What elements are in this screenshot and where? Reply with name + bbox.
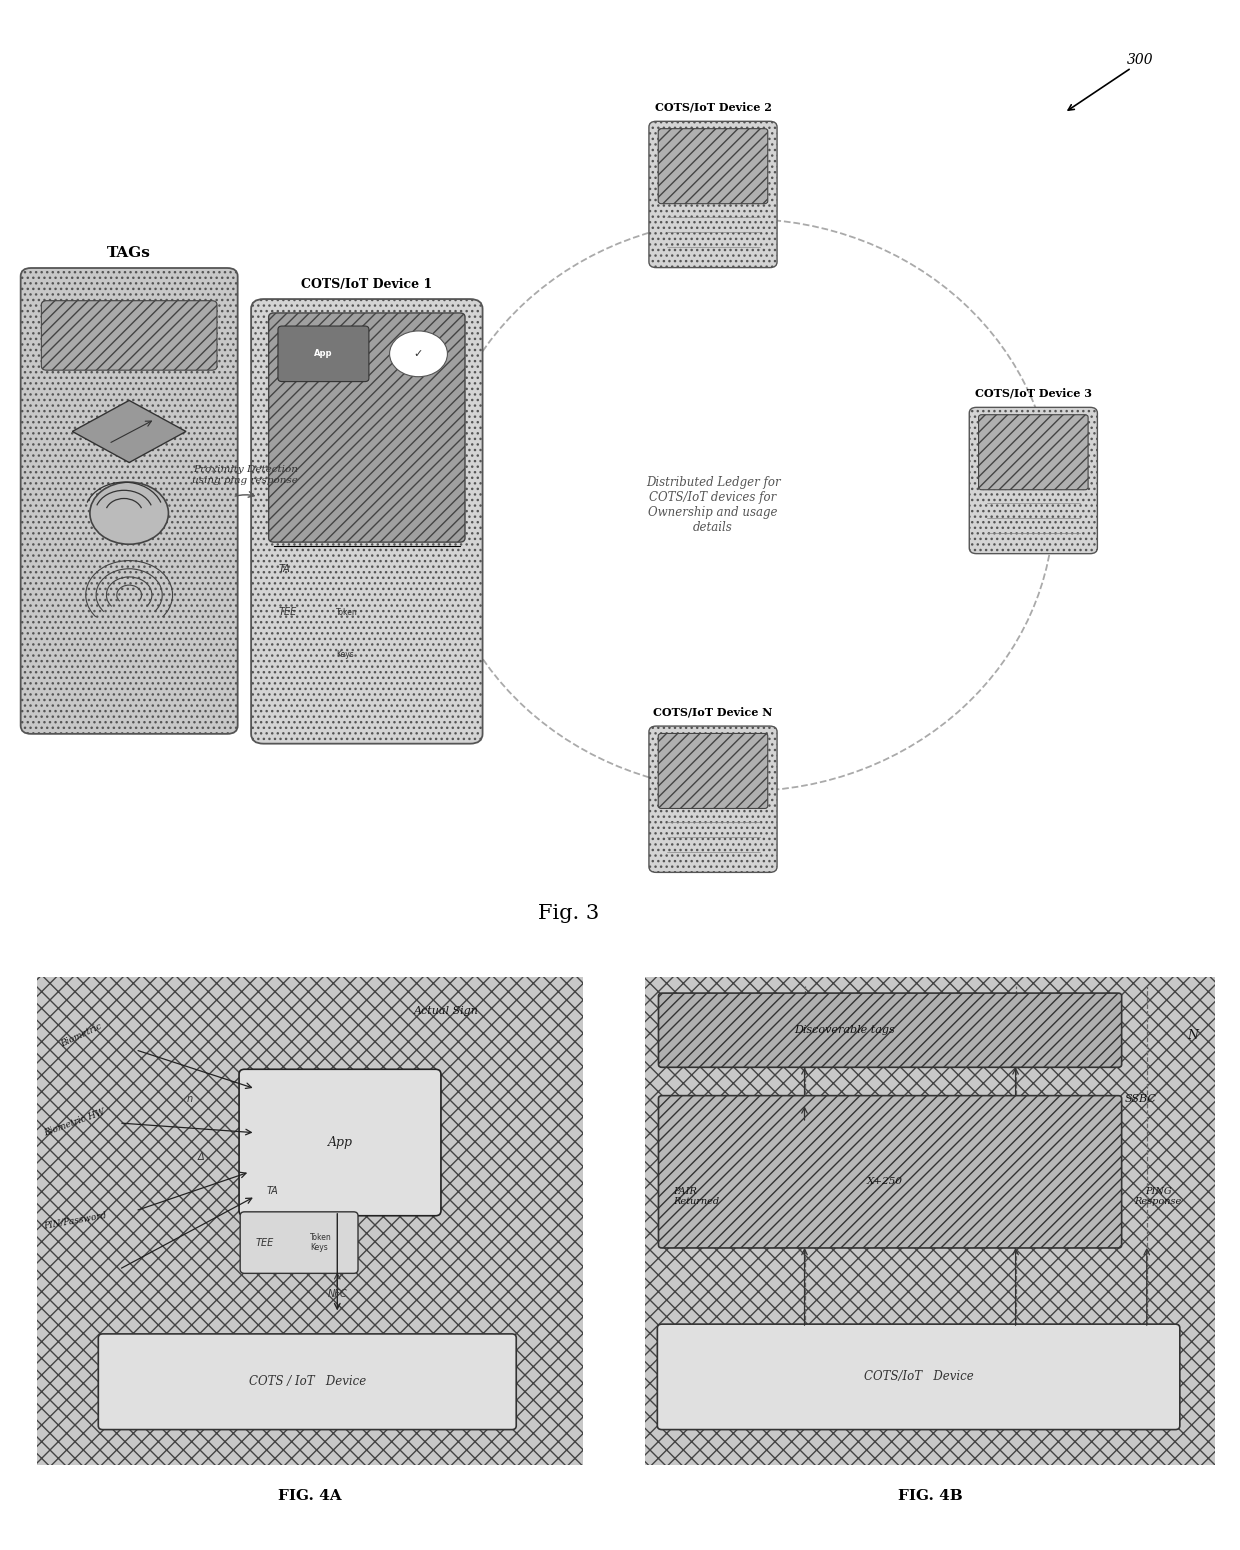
Text: N: N xyxy=(1187,1029,1198,1042)
Text: Distributed Ledger for
COTS/IoT devices for
Ownership and usage
details: Distributed Ledger for COTS/IoT devices … xyxy=(646,476,780,535)
FancyBboxPatch shape xyxy=(241,1212,358,1274)
FancyBboxPatch shape xyxy=(658,129,768,203)
FancyBboxPatch shape xyxy=(250,299,482,744)
FancyBboxPatch shape xyxy=(658,733,768,809)
Text: Token: Token xyxy=(336,608,357,617)
Text: App: App xyxy=(314,349,332,358)
FancyBboxPatch shape xyxy=(978,415,1089,490)
FancyBboxPatch shape xyxy=(278,326,370,381)
Text: TAGs: TAGs xyxy=(107,246,151,260)
Circle shape xyxy=(89,482,169,544)
Text: FIG. 4A: FIG. 4A xyxy=(278,1488,342,1504)
FancyBboxPatch shape xyxy=(98,1335,516,1429)
Text: Δ: Δ xyxy=(197,1152,205,1162)
Text: Biometric: Biometric xyxy=(60,1021,103,1048)
Polygon shape xyxy=(72,400,186,462)
FancyBboxPatch shape xyxy=(658,994,1122,1068)
FancyBboxPatch shape xyxy=(639,972,1221,1469)
Text: Actual Sign: Actual Sign xyxy=(414,1006,479,1015)
FancyBboxPatch shape xyxy=(269,313,465,542)
Text: Token
Keys: Token Keys xyxy=(310,1232,332,1252)
Text: SSBC: SSBC xyxy=(1125,1094,1157,1104)
Text: Fig. 3: Fig. 3 xyxy=(538,904,599,924)
Text: ✓: ✓ xyxy=(414,349,423,358)
Text: TEE: TEE xyxy=(255,1237,274,1248)
Text: PING
Response: PING Response xyxy=(1135,1186,1182,1206)
Text: Keys: Keys xyxy=(336,651,353,659)
Text: 300: 300 xyxy=(1126,53,1153,67)
Text: X+250: X+250 xyxy=(867,1176,903,1186)
Text: n: n xyxy=(187,1094,193,1104)
Text: COTS/IoT Device 3: COTS/IoT Device 3 xyxy=(975,388,1092,398)
Text: PIN/Password: PIN/Password xyxy=(42,1211,107,1231)
FancyBboxPatch shape xyxy=(658,1096,1122,1248)
FancyBboxPatch shape xyxy=(32,972,588,1469)
FancyBboxPatch shape xyxy=(649,725,777,873)
Text: Discoverable tags: Discoverable tags xyxy=(794,1025,895,1035)
Text: Proximity Detection
using ping response: Proximity Detection using ping response xyxy=(192,465,299,485)
Text: TA: TA xyxy=(279,564,290,575)
FancyBboxPatch shape xyxy=(970,408,1097,553)
FancyBboxPatch shape xyxy=(649,121,777,268)
FancyBboxPatch shape xyxy=(21,268,238,733)
Text: COTS/IoT Device 1: COTS/IoT Device 1 xyxy=(301,277,433,291)
Text: COTS / IoT   Device: COTS / IoT Device xyxy=(249,1375,366,1389)
Text: TEE: TEE xyxy=(279,608,298,617)
Text: App: App xyxy=(327,1136,352,1149)
Text: Biometric HW: Biometric HW xyxy=(42,1108,107,1138)
FancyBboxPatch shape xyxy=(657,1324,1179,1429)
Text: COTS/IoT   Device: COTS/IoT Device xyxy=(864,1370,973,1383)
Text: COTS/IoT Device N: COTS/IoT Device N xyxy=(653,707,773,718)
Text: COTS/IoT Device 2: COTS/IoT Device 2 xyxy=(655,101,771,112)
Circle shape xyxy=(389,332,448,377)
Text: TA: TA xyxy=(267,1186,278,1197)
Text: PAIR
Returned: PAIR Returned xyxy=(673,1186,719,1206)
FancyBboxPatch shape xyxy=(239,1070,441,1215)
Text: FIG. 4B: FIG. 4B xyxy=(898,1488,962,1504)
Text: NFC: NFC xyxy=(327,1290,347,1299)
FancyBboxPatch shape xyxy=(41,301,217,370)
